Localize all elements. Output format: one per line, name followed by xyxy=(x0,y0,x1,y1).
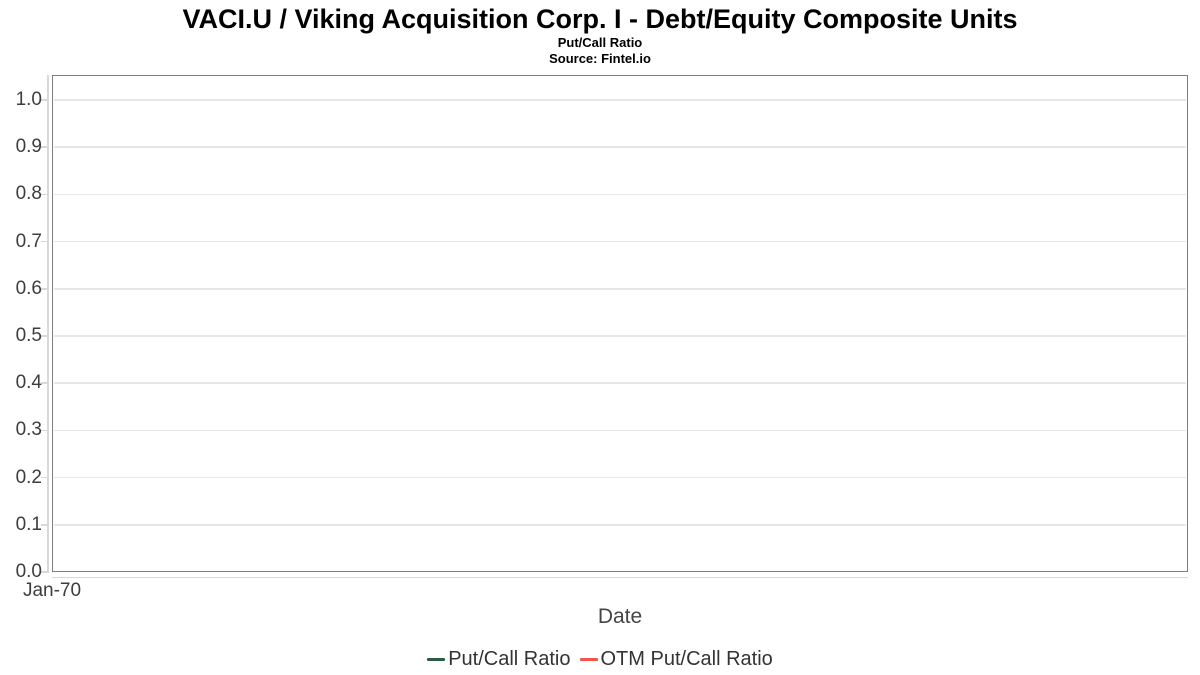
y-axis-tick-label: 1.0 xyxy=(15,89,42,110)
y-axis-tick-label: 0.2 xyxy=(15,466,42,488)
y-axis-tick-label: 0.5 xyxy=(15,325,42,346)
y-axis-tick xyxy=(41,240,49,243)
y-axis-tick-label: 0.8 xyxy=(15,183,42,205)
legend-label-put-call-ratio: Put/Call Ratio xyxy=(448,647,571,670)
y-axis-tick xyxy=(41,335,49,337)
gridline xyxy=(54,476,1186,479)
gridline xyxy=(54,240,1186,243)
y-axis-tick xyxy=(41,571,49,573)
y-axis-tick xyxy=(41,382,49,384)
legend-item-put-call-ratio[interactable]: Put/Call Ratio xyxy=(427,647,571,671)
plot-area xyxy=(52,75,1188,572)
y-axis-tick-label: 0.4 xyxy=(15,372,42,394)
y-axis-line xyxy=(47,75,49,572)
y-axis-tick xyxy=(41,524,49,526)
gridline xyxy=(54,524,1186,526)
legend-item-otm-put-call-ratio[interactable]: OTM Put/Call Ratio xyxy=(579,647,773,671)
y-axis-tick xyxy=(41,288,49,290)
y-axis-tick xyxy=(41,146,49,148)
y-axis-tick-label: 0.3 xyxy=(15,419,42,441)
x-axis-tick-label: Jan-70 xyxy=(22,580,82,601)
legend: Put/Call Ratio OTM Put/Call Ratio xyxy=(0,645,1200,673)
gridline xyxy=(54,382,1186,384)
gridline xyxy=(54,288,1186,290)
chart-source-label: Source: Fintel.io xyxy=(549,51,651,66)
gridline xyxy=(54,146,1186,148)
series-line-marker-icon xyxy=(427,657,446,661)
gridline xyxy=(54,429,1186,432)
y-axis-tick-label: 0.6 xyxy=(15,277,42,299)
y-axis-tick-label: 0.7 xyxy=(15,230,42,252)
y-axis-tick xyxy=(41,99,49,101)
x-axis-title: Date xyxy=(597,605,643,628)
y-axis-tick-label: 0.1 xyxy=(15,513,42,535)
x-axis-line xyxy=(52,576,1188,578)
gridline xyxy=(54,335,1186,337)
chart-subtitle: Put/Call Ratio xyxy=(557,35,643,50)
gridline xyxy=(54,99,1186,101)
chart-title: VACI.U / Viking Acquisition Corp. I - De… xyxy=(182,4,1018,34)
y-axis-tick xyxy=(41,193,49,196)
legend-label-otm-put-call-ratio: OTM Put/Call Ratio xyxy=(600,647,773,670)
y-axis-tick-label: 0.9 xyxy=(15,136,42,158)
y-axis-tick-label: 0.0 xyxy=(15,561,42,582)
y-axis-tick xyxy=(41,429,49,432)
gridline xyxy=(54,193,1186,196)
y-axis-tick xyxy=(41,476,49,479)
series-line-marker-icon xyxy=(579,657,598,661)
